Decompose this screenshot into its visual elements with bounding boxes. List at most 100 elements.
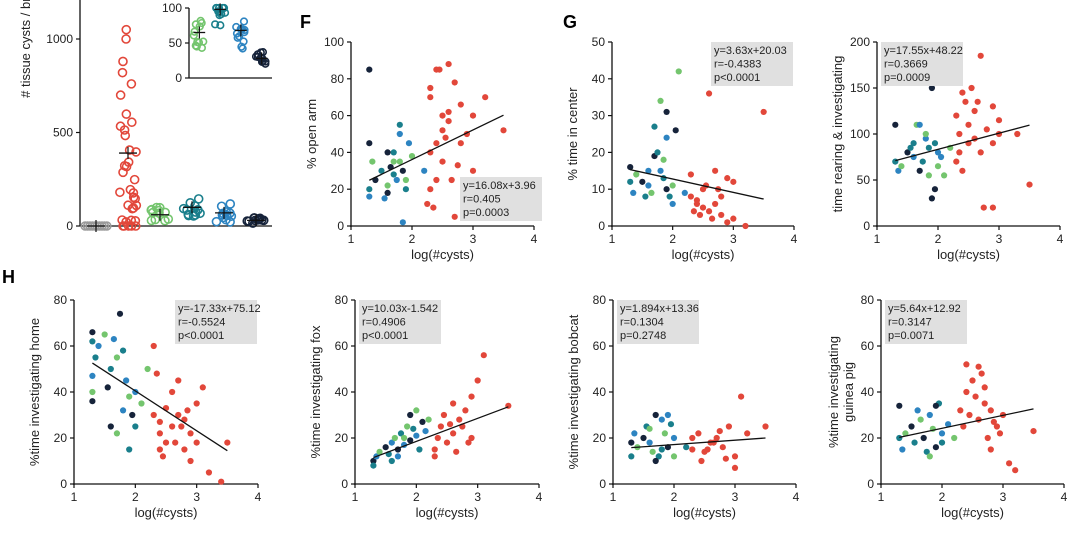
data-point [119, 347, 127, 354]
data-point [89, 388, 96, 396]
data-point [199, 384, 206, 391]
data-point [376, 448, 383, 455]
data-point [1030, 428, 1037, 435]
data-point [453, 448, 460, 455]
data-point [926, 411, 933, 419]
regression-line [631, 437, 766, 449]
y-tick-label: 200 [850, 35, 870, 49]
y-tick-label: 20 [331, 182, 345, 196]
data-point [92, 354, 99, 361]
data-point [980, 204, 987, 211]
data-point [218, 478, 225, 485]
data-point [663, 186, 670, 193]
data-point [413, 432, 420, 439]
regression-line [369, 114, 504, 181]
data-point [178, 423, 185, 430]
data-point [129, 411, 136, 419]
data-point [390, 158, 397, 165]
data-point [926, 453, 933, 460]
data-point [443, 439, 451, 446]
data-point [902, 430, 909, 437]
data-point [400, 434, 408, 442]
x-tick-label: 4 [255, 490, 262, 504]
data-point [628, 453, 635, 460]
data-point [945, 421, 952, 428]
y-axis-label: %time investigating [826, 336, 841, 448]
data-point [1012, 467, 1019, 474]
data-point [937, 153, 945, 161]
data-point [124, 145, 135, 155]
data-point [907, 144, 914, 151]
data-point [424, 200, 431, 208]
data-point [899, 446, 906, 453]
data-point [388, 439, 395, 446]
data-point [89, 372, 96, 379]
data-point [931, 140, 939, 147]
stats-box [711, 42, 793, 86]
data-point [153, 370, 160, 377]
data-point [919, 158, 926, 165]
data-point [669, 200, 676, 208]
data-point [416, 446, 423, 453]
data-point [410, 425, 417, 432]
data-point [956, 130, 963, 138]
data-point [390, 149, 397, 156]
data-point [655, 453, 662, 460]
stats-line: r=-0.5524 [178, 317, 225, 329]
data-point [724, 175, 731, 182]
data-point [125, 184, 136, 195]
data-point [138, 400, 145, 407]
data-point [396, 121, 403, 128]
data-point [239, 17, 249, 26]
data-point [194, 38, 204, 47]
data-point [904, 149, 911, 156]
data-point [193, 400, 200, 407]
data-point [233, 33, 242, 42]
data-point [744, 430, 751, 437]
data-point [989, 204, 997, 211]
data-point [397, 430, 405, 437]
x-axis-label: log(#cysts) [941, 505, 1004, 520]
data-point [211, 216, 222, 227]
data-point [366, 186, 373, 193]
regression-line [373, 406, 509, 459]
y-tick-label: 0 [175, 71, 182, 85]
data-point [649, 448, 656, 455]
stats-box [175, 300, 257, 344]
y-tick-label: 500 [53, 126, 73, 140]
data-point [89, 338, 96, 345]
data-point [911, 439, 918, 446]
data-point [237, 25, 247, 34]
data-point [193, 205, 203, 215]
data-point [990, 418, 997, 425]
data-point [628, 439, 635, 446]
x-axis-label: log(#cysts) [411, 247, 474, 262]
x-tick-label: 4 [793, 490, 800, 504]
data-point [370, 457, 377, 465]
data-point [393, 176, 400, 184]
data-point [1026, 181, 1033, 188]
data-point [938, 439, 946, 446]
data-point [705, 208, 713, 215]
data-point [399, 219, 406, 226]
data-point [968, 84, 975, 92]
data-point [384, 182, 391, 189]
data-point [696, 211, 704, 219]
x-tick-label: 1 [71, 490, 78, 504]
data-point [468, 393, 475, 400]
y-tick-label: 80 [331, 72, 345, 86]
x-tick-label: 2 [671, 490, 678, 504]
stats-box [885, 300, 967, 344]
data-point [457, 140, 464, 147]
regression-line [630, 169, 764, 200]
y-tick-label: 40 [331, 145, 345, 159]
data-point [981, 400, 988, 407]
y-tick-label: 150 [850, 81, 870, 95]
data-point [151, 202, 162, 213]
data-point [932, 444, 940, 451]
data-point [391, 434, 398, 442]
data-point [892, 121, 899, 128]
x-axis-label: log(#cysts) [135, 505, 198, 520]
data-point [932, 402, 940, 409]
data-point [224, 439, 231, 446]
